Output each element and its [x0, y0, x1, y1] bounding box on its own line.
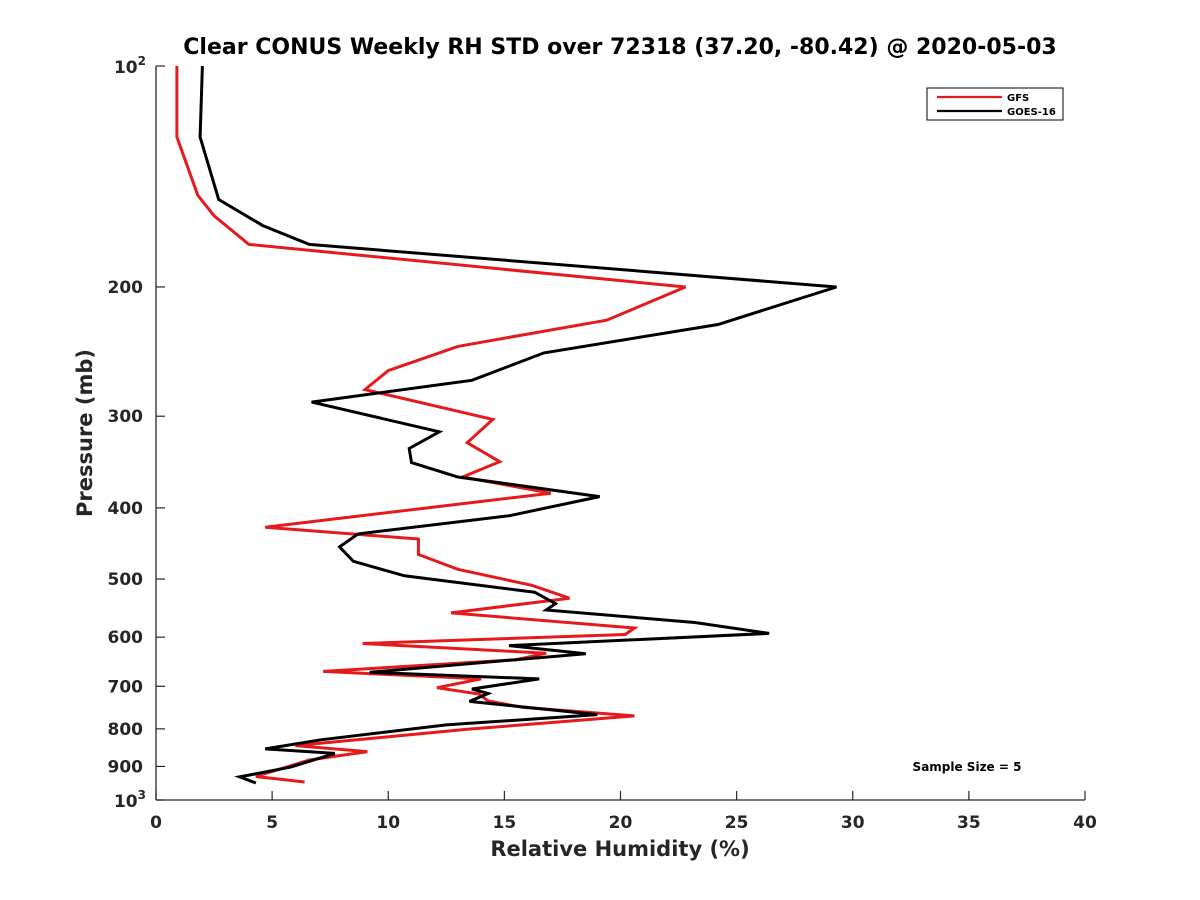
- x-tick-label: 5: [266, 813, 278, 833]
- y-tick-label: 400: [108, 499, 144, 519]
- x-tick-label: 35: [957, 813, 981, 833]
- x-tick-label: 10: [376, 813, 400, 833]
- x-tick-label: 25: [725, 813, 749, 833]
- chart-title: Clear CONUS Weekly RH STD over 72318 (37…: [183, 35, 1056, 60]
- y-axis-ticks: 102 200 300 400 500 600 700 800 900 103: [108, 54, 165, 812]
- x-tick-label: 30: [841, 813, 865, 833]
- x-axis-ticks: 0 5 10 15 20 25 30 35 40: [150, 791, 1097, 833]
- plot-area: [156, 66, 1085, 800]
- y-tick-label: 200: [108, 278, 144, 298]
- series-line-goes-16: [198, 65, 837, 785]
- y-tick-label: 900: [108, 757, 144, 777]
- x-tick-label: 15: [493, 813, 517, 833]
- y-tick-label: 500: [108, 570, 144, 590]
- y-axis-label: Pressure (mb): [73, 349, 97, 517]
- y-tick-label: 800: [108, 720, 144, 740]
- y-tick-label: 600: [108, 628, 144, 648]
- y-tick-label: 300: [108, 407, 144, 427]
- x-tick-label: 40: [1073, 813, 1097, 833]
- x-tick-label: 0: [150, 813, 162, 833]
- legend-label-goes-16: GOES-16: [1007, 107, 1056, 118]
- x-axis-label: Relative Humidity (%): [490, 837, 749, 861]
- x-tick-label: 20: [609, 813, 633, 833]
- legend-box: [926, 87, 1064, 121]
- series-layer: [175, 65, 837, 785]
- sample-size-annotation: Sample Size = 5: [913, 760, 1022, 774]
- y-tick-label: 700: [108, 677, 144, 697]
- y-tick-label: 103: [114, 788, 146, 812]
- legend-label-gfs: GFS: [1007, 93, 1029, 104]
- legend: GFS GOES-16: [926, 87, 1064, 121]
- y-tick-label: 102: [114, 54, 146, 78]
